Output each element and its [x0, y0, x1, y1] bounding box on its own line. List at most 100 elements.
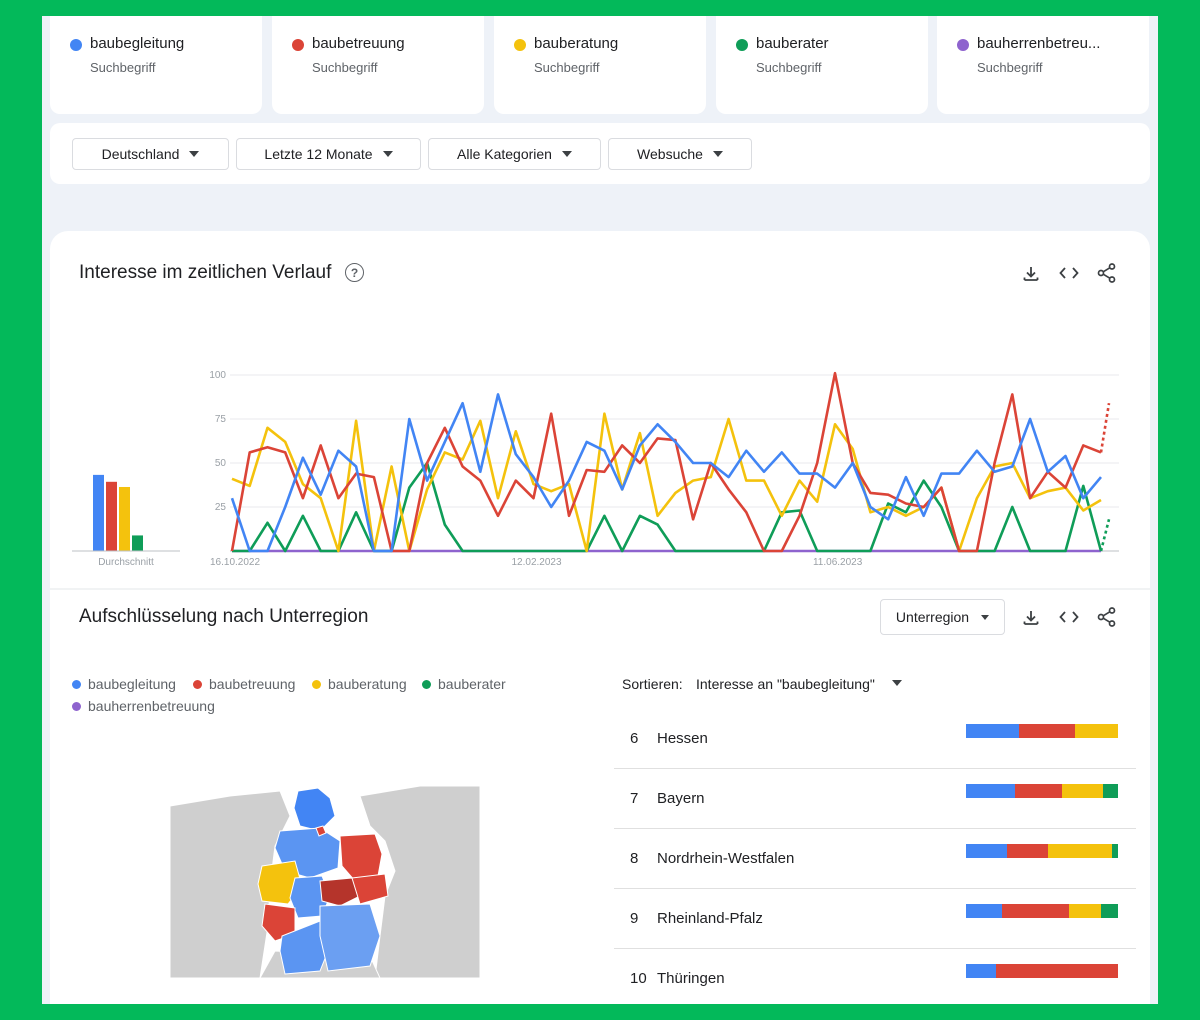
share-segment-baubegleitung	[966, 964, 997, 978]
filter-bar: Deutschland Letzte 12 Monate Alle Katego…	[50, 123, 1150, 184]
share-icon[interactable]	[1095, 605, 1119, 629]
x-tick-label: 16.10.2022	[210, 557, 260, 568]
region-rank: 8	[630, 850, 639, 867]
average-bar-bauberater	[132, 535, 143, 551]
share-segment-bauberater	[1111, 844, 1118, 858]
caret-down-icon	[189, 151, 200, 157]
term-type: Suchbegriff	[312, 60, 378, 75]
term-card-bauberater[interactable]: bauberater Suchbegriff	[716, 16, 928, 114]
share-segment-bauberater	[1101, 904, 1118, 918]
region-rank: 7	[630, 790, 639, 807]
map-region-sachsen[interactable]	[351, 873, 389, 905]
download-icon[interactable]	[1019, 262, 1043, 286]
legend-label: baubegleitung	[88, 676, 176, 692]
partial-data-tail-green	[1099, 519, 1111, 552]
caret-down-icon	[382, 151, 393, 157]
share-segment-bauberater	[1102, 784, 1118, 798]
legend-dot	[72, 701, 81, 711]
region-name: Hessen	[657, 730, 708, 747]
legend-dot	[72, 679, 81, 689]
term-type: Suchbegriff	[534, 60, 600, 75]
country-filter[interactable]: Deutschland	[72, 138, 229, 170]
trends-page: baubegleitung Suchbegriff baubetreuung S…	[42, 16, 1158, 1004]
share-segment-baubegleitung	[966, 724, 1020, 738]
germany-region-map[interactable]	[170, 786, 480, 978]
legend-item-baubegleitung: baubegleitung	[72, 676, 176, 692]
legend-dot	[312, 679, 321, 689]
subregion-dropdown[interactable]: Unterregion	[880, 599, 1005, 635]
region-share-bar	[966, 784, 1118, 798]
term-type: Suchbegriff	[756, 60, 822, 75]
time-filter-label: Letzte 12 Monate	[264, 146, 373, 162]
legend-label: bauberatung	[328, 676, 407, 692]
legend-label: bauherrenbetreuung	[88, 698, 215, 714]
average-label: Durchschnitt	[98, 557, 154, 568]
subregion-dropdown-label: Unterregion	[895, 609, 970, 625]
legend-dot	[422, 679, 431, 689]
legend-dot	[193, 679, 202, 689]
share-segment-baubegleitung	[966, 784, 1015, 798]
search-type-filter[interactable]: Websuche	[608, 138, 752, 170]
average-bar-baubegleitung	[93, 474, 104, 551]
region-share-bar	[966, 724, 1118, 738]
term-name: bauberatung	[534, 35, 619, 52]
term-type: Suchbegriff	[977, 60, 1043, 75]
region-row[interactable]: 10 Thüringen	[614, 949, 1136, 1004]
category-filter-label: Alle Kategorien	[457, 146, 552, 162]
caret-down-icon	[712, 151, 723, 157]
region-row[interactable]: 6 Hessen	[614, 709, 1136, 769]
share-segment-bauberatung	[1061, 784, 1103, 798]
share-segment-bauberatung	[1048, 844, 1112, 858]
series-color-dot	[957, 39, 969, 51]
region-share-bar	[966, 844, 1118, 858]
y-tick-label: 50	[215, 458, 227, 469]
share-segment-baubetreuung	[996, 964, 1118, 978]
section-divider	[50, 588, 1150, 590]
sort-dropdown[interactable]: Interesse an "baubegleitung"	[696, 676, 875, 692]
share-icon[interactable]	[1095, 261, 1119, 285]
region-row[interactable]: 7 Bayern	[614, 769, 1136, 829]
legend-label: bauberater	[438, 676, 506, 692]
map-region-thueringen[interactable]	[319, 877, 361, 907]
legend-label: baubetreuung	[209, 676, 296, 692]
average-bar-baubetreuung	[106, 481, 117, 551]
term-type: Suchbegriff	[90, 60, 156, 75]
region-row[interactable]: 8 Nordrhein-Westfalen	[614, 829, 1136, 889]
download-icon[interactable]	[1019, 606, 1043, 630]
region-row[interactable]: 9 Rheinland-Pfalz	[614, 889, 1136, 949]
region-share-bar	[966, 964, 1118, 978]
term-card-bauherrenbetreuung[interactable]: bauherrenbetreu... Suchbegriff	[937, 16, 1149, 114]
embed-code-icon[interactable]	[1057, 261, 1081, 285]
share-segment-baubegleitung	[966, 844, 1008, 858]
share-segment-baubetreuung	[1019, 724, 1076, 738]
embed-code-icon[interactable]	[1057, 605, 1081, 629]
term-card-baubetreuung[interactable]: baubetreuung Suchbegriff	[272, 16, 484, 114]
caret-down-icon	[561, 151, 572, 157]
x-tick-label: 12.02.2023	[511, 557, 561, 568]
term-card-baubegleitung[interactable]: baubegleitung Suchbegriff	[50, 16, 262, 114]
caret-down-icon	[981, 614, 990, 620]
country-filter-label: Deutschland	[101, 146, 180, 162]
series-line-baubetreuung	[230, 371, 1102, 553]
region-share-bar	[966, 904, 1118, 918]
series-color-dot	[70, 39, 82, 51]
region-name: Nordrhein-Westfalen	[657, 850, 795, 867]
series-line-baubegleitung	[230, 393, 1102, 553]
map-region-bayern[interactable]	[319, 903, 381, 972]
category-filter[interactable]: Alle Kategorien	[428, 138, 601, 170]
series-color-dot	[514, 39, 526, 51]
average-bar-bauberatung	[119, 486, 130, 551]
region-name: Rheinland-Pfalz	[657, 910, 763, 927]
map-region-schleswig-holstein[interactable]	[293, 787, 336, 832]
share-segment-bauberatung	[1069, 904, 1102, 918]
term-card-bauberatung[interactable]: bauberatung Suchbegriff	[494, 16, 706, 114]
region-rank: 10	[630, 970, 647, 987]
map-region-hamburg[interactable]	[315, 825, 327, 837]
search-type-filter-label: Websuche	[637, 146, 703, 162]
share-segment-baubetreuung	[1014, 784, 1062, 798]
time-filter[interactable]: Letzte 12 Monate	[236, 138, 421, 170]
help-icon[interactable]: ?	[345, 263, 364, 282]
share-segment-bauberatung	[1075, 724, 1118, 738]
term-name: bauberater	[756, 35, 829, 52]
caret-down-icon[interactable]	[892, 680, 902, 686]
